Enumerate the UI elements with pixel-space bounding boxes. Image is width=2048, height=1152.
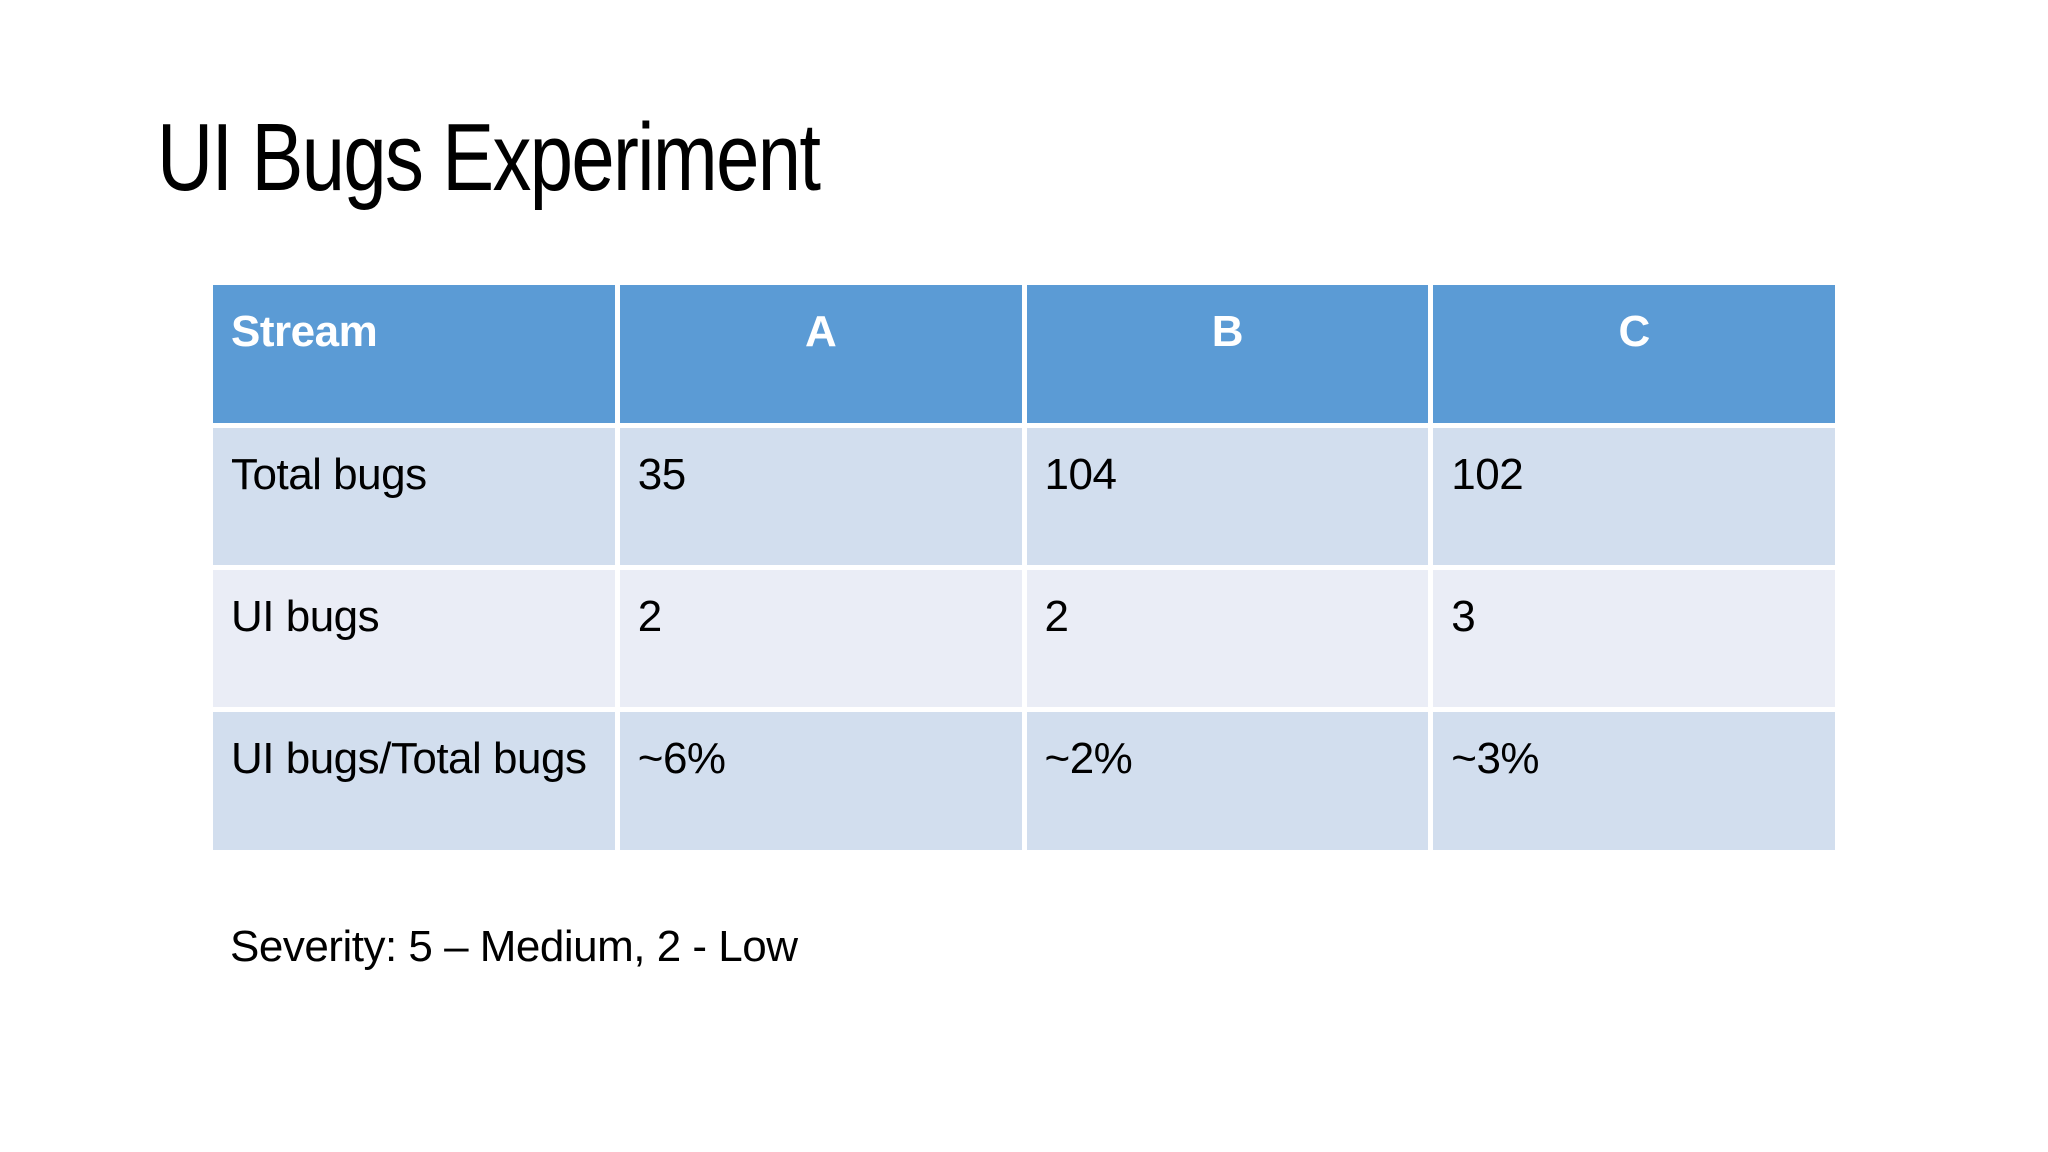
header-cell-a: A [619,285,1022,423]
value-cell: 35 [619,428,1022,565]
header-cell-b: B [1026,285,1429,423]
page-title: UI Bugs Experiment [157,104,821,211]
value-cell: ~6% [619,712,1022,850]
row-label-cell: UI bugs/Total bugs [213,712,615,850]
value-cell: 104 [1026,428,1429,565]
value-cell: 2 [1026,570,1429,707]
row-label-cell: Total bugs [213,428,615,565]
header-cell-stream: Stream [213,285,615,423]
value-cell: 3 [1433,570,1835,707]
value-cell: 102 [1433,428,1835,565]
value-cell: 2 [619,570,1022,707]
row-label-cell: UI bugs [213,570,615,707]
severity-footnote: Severity: 5 – Medium, 2 - Low [230,922,798,971]
bugs-table: Stream A B C Total bugs 35 104 102 UI bu… [213,285,1835,850]
value-cell: ~2% [1026,712,1429,850]
value-cell: ~3% [1433,712,1835,850]
header-cell-c: C [1433,285,1835,423]
